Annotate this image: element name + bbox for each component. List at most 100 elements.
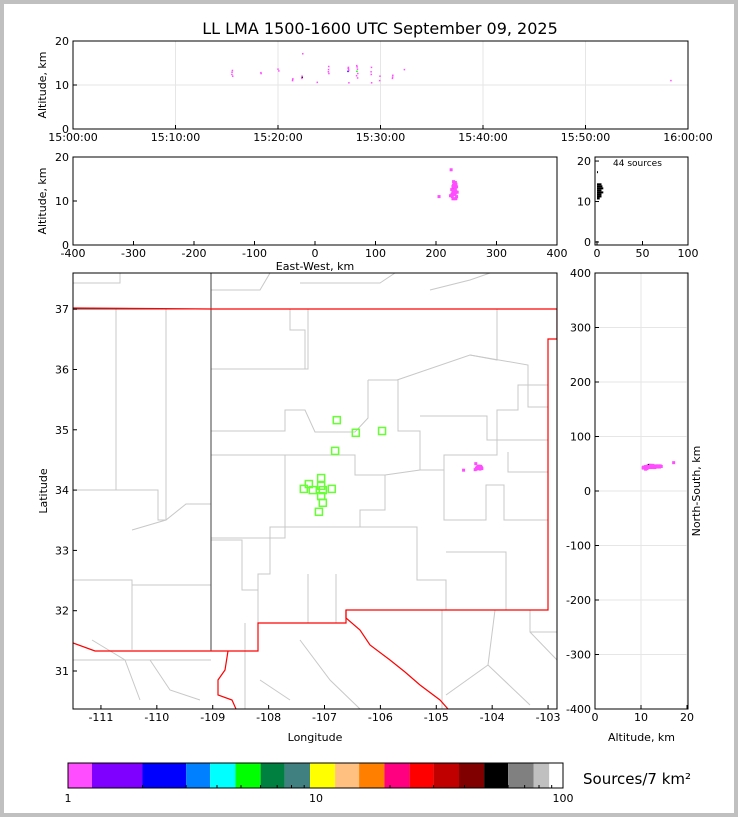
source-point-time <box>301 77 303 80</box>
altitude-time-panel: 15:00:00 15:10:00 15:20:00 15:30:00 15:40:00… <box>36 35 713 144</box>
x-axis-label: Longitude <box>288 731 343 744</box>
x-tick-label: -106 <box>368 711 393 724</box>
source-point-map <box>474 467 478 471</box>
source-point-time <box>316 81 319 84</box>
colorbar-tick: 1 <box>65 792 72 805</box>
source-point-time <box>370 66 373 69</box>
source-point-ns <box>672 461 676 465</box>
station-marker <box>299 484 309 494</box>
chart-title: LL LMA 1500-1600 UTC September 09, 2025 <box>202 19 558 38</box>
x-tick-label: 0 <box>592 711 599 724</box>
source-point-ew <box>449 168 453 172</box>
altitude-histogram-panel: 44 sources 0 50 100 0 10 20 <box>577 155 699 260</box>
source-point-time <box>348 82 350 84</box>
station-marker <box>327 484 337 494</box>
source-point-time <box>301 76 304 78</box>
colorbar-frame <box>67 762 564 789</box>
x-tick-label: -105 <box>424 711 449 724</box>
colorbar-swatch <box>68 763 92 788</box>
histogram-bar <box>597 171 598 174</box>
x-axis-label: East-West, km <box>276 260 354 273</box>
altitude-east-west-panel: -400 -300 -200 -100 0 100 200 300 400 0 10 20 East-W… <box>36 151 568 273</box>
source-point-ew <box>450 188 454 192</box>
source-point-ew <box>453 186 457 190</box>
colorbar-swatch <box>533 763 550 788</box>
colorbar-swatch <box>91 763 143 788</box>
y-axis-label: Altitude, km <box>36 167 49 234</box>
source-point-ew <box>451 190 455 194</box>
source-point-time <box>370 82 373 84</box>
histogram-bar <box>597 195 602 198</box>
source-point-time <box>302 53 304 55</box>
x-tick-label: 15:50:00 <box>561 131 610 144</box>
x-tick-label: 200 <box>426 247 447 260</box>
y-tick-label: 200 <box>570 376 591 389</box>
north-south-altitude-panel: 0 10 20 -400 -300 -200 -100 0 100 200 300 400 Altitu… <box>566 267 703 744</box>
y-tick-label: 10 <box>55 79 69 92</box>
histogram-bar <box>597 185 603 188</box>
source-point-map <box>474 462 478 466</box>
y-tick-label: 400 <box>570 267 591 280</box>
source-point-ew <box>455 190 459 194</box>
station-marker <box>318 485 328 495</box>
y-tick-label: 31 <box>55 665 69 678</box>
x-tick-label: 50 <box>636 247 650 260</box>
source-point-time <box>357 72 359 75</box>
x-tick-label: 15:10:00 <box>151 131 200 144</box>
histogram-bar <box>597 191 604 194</box>
source-point-time <box>301 75 303 77</box>
colorbar-swatch <box>484 763 509 788</box>
colorbar-swatch <box>549 763 563 788</box>
source-point-ns <box>651 466 655 470</box>
colorbar-swatch <box>284 763 310 788</box>
source-point-ns <box>659 464 663 468</box>
county-lines <box>73 273 557 709</box>
source-point-ew <box>453 188 457 192</box>
source-point-ew <box>452 184 456 188</box>
colorbar-swatch <box>433 763 459 788</box>
histogram-bar <box>597 189 602 192</box>
x-tick-label: -400 <box>61 247 86 260</box>
source-point-map <box>476 465 480 469</box>
x-tick-label: 400 <box>547 247 568 260</box>
plan-view-map-panel: -111 -110 -109 -108 -107 -106 -105 -104 -103 31 32… <box>37 272 561 744</box>
y-tick-label: 100 <box>570 431 591 444</box>
y-tick-label: 33 <box>55 544 69 557</box>
source-point-time <box>231 73 233 76</box>
colorbar-swatch <box>309 763 336 788</box>
source-point-time <box>356 68 359 70</box>
panel-frame <box>72 156 558 246</box>
source-point-ew <box>455 195 459 199</box>
source-point-ew <box>453 197 457 201</box>
colorbar-swatch <box>359 763 385 788</box>
x-tick-label: -100 <box>242 247 267 260</box>
x-tick-label: -107 <box>312 711 337 724</box>
source-point-time <box>327 71 330 73</box>
source-point-time <box>292 78 294 80</box>
x-tick-label: 15:20:00 <box>253 131 302 144</box>
y-axis-label: Altitude, km <box>36 51 49 118</box>
source-point-ew <box>455 185 459 189</box>
source-point-ns <box>647 465 651 469</box>
source-point-time <box>356 77 359 79</box>
y-tick-label: 0 <box>62 239 69 252</box>
x-tick-label: -111 <box>88 711 113 724</box>
figure: LL LMA 1500-1600 UTC September 09, 2025 … <box>4 4 734 813</box>
source-point-map <box>462 468 466 472</box>
y-tick-label: -200 <box>566 594 591 607</box>
colorbar-swatch <box>186 763 211 788</box>
source-point-time <box>355 75 358 77</box>
x-tick-label: -200 <box>182 247 207 260</box>
colorbar-swatch <box>409 763 434 788</box>
source-point-time <box>356 66 358 68</box>
x-tick-label: -300 <box>121 247 146 260</box>
lma-stations <box>299 415 387 517</box>
colorbar-tick: 10 <box>309 792 323 805</box>
source-point-time <box>260 71 262 74</box>
station-marker <box>377 426 387 436</box>
y-tick-label: 0 <box>584 485 591 498</box>
x-tick-label: 15:30:00 <box>356 131 405 144</box>
source-point-time <box>347 66 350 69</box>
histogram-bar <box>597 197 600 200</box>
source-point-time <box>403 68 406 71</box>
